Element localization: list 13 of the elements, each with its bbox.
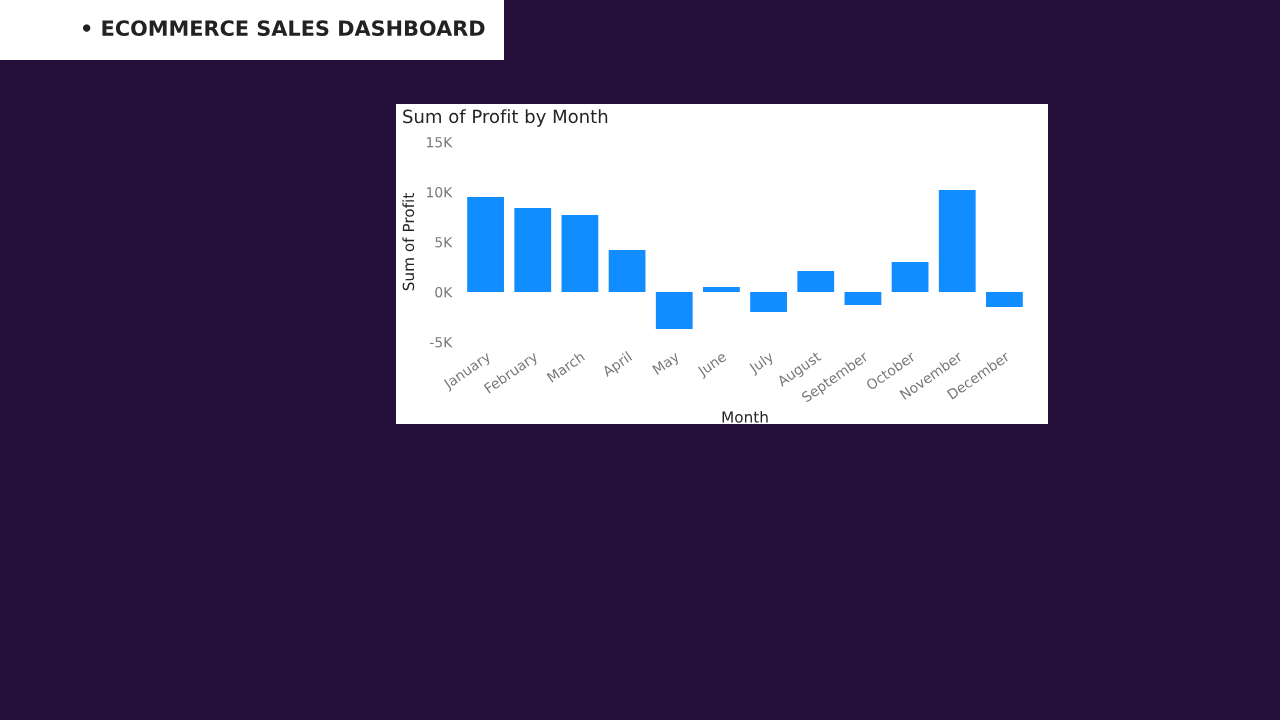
bar — [938, 190, 976, 292]
bar — [844, 292, 882, 305]
bar — [986, 292, 1023, 307]
bar — [797, 271, 835, 292]
bar — [655, 292, 693, 329]
bar — [608, 250, 646, 292]
bar — [561, 215, 599, 292]
bar — [750, 292, 787, 312]
text: • ECOMMERCE SALES DASHBOARD — [83, 20, 485, 37]
bar — [514, 208, 552, 292]
bar — [891, 262, 929, 292]
chart-title: Sum of Profit by Month — [403, 109, 608, 127]
bar — [467, 197, 504, 292]
